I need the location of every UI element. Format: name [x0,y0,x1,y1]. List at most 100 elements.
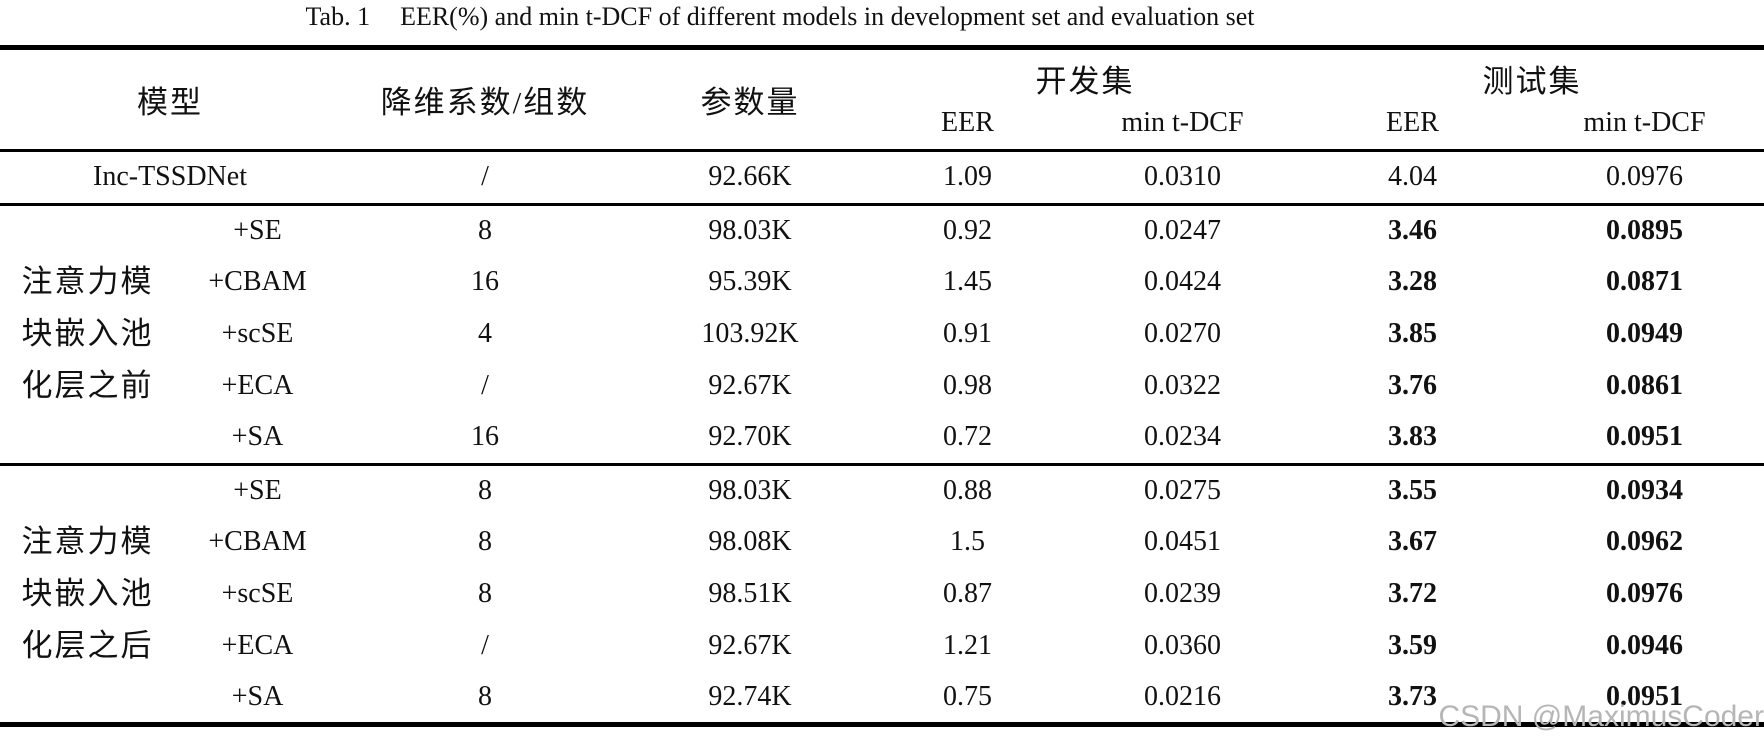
test-min-tdcf-cell: 0.0861 [1606,370,1683,401]
test-eer-cell: 3.55 [1300,462,1525,516]
dev-min-tdcf-cell: 0.0310 [1065,150,1300,206]
params-cell: 98.51K [708,578,792,609]
attention-model-cell: +ECA [221,630,294,661]
test-eer-cell: 3.67 [1388,526,1437,557]
test-min-tdcf-cell: 0.0871 [1606,266,1683,297]
table-row: +scSE 4 103.92K 0.91 0.0270 3.85 0.0949 [0,308,1764,360]
params-cell: 98.03K [630,462,870,516]
results-table: 模型 降维系数/组数 参数量 开发集 测试集 EER [0,45,1764,727]
dev-min-tdcf-cell: 0.0424 [1144,266,1221,297]
dev-min-tdcf-cell: 0.0247 [1065,202,1300,256]
params-cell: 92.67K [708,370,792,401]
table-row: +CBAM 16 95.39K 1.45 0.0424 3.28 0.0871 [0,256,1764,308]
group-label-cell: 注意力模 块嵌入池 化层之前 [0,202,175,464]
test-min-tdcf-cell: 0.0976 [1606,578,1683,609]
test-min-tdcf-cell: 0.0895 [1525,202,1764,256]
reduction-cell: 16 [471,421,499,453]
dev-min-tdcf-cell: 0.0451 [1144,526,1221,557]
test-eer-cell: 3.72 [1388,578,1437,609]
attention-model-cell: +CBAM [208,266,307,297]
reduction-cell: 8 [340,202,630,256]
test-min-tdcf-header: min t-DCF [1525,98,1764,152]
params-cell: 92.66K [630,150,870,206]
table-row: +ECA / 92.67K 0.98 0.0322 3.76 0.0861 [0,360,1764,412]
test-eer-cell: 3.76 [1388,370,1437,401]
test-min-tdcf-cell: 0.0949 [1606,318,1683,349]
dev-min-tdcf-cell: 0.0275 [1065,462,1300,516]
test-eer-cell: 4.04 [1300,150,1525,206]
test-eer-cell: 3.73 [1388,680,1437,712]
attention-model-cell: +SA [231,421,284,453]
header-group-row: 模型 降维系数/组数 参数量 开发集 测试集 [0,47,1764,152]
table-caption: Tab. 1 EER(%) and min t-DCF of different … [0,2,1560,32]
table-row: Inc-TSSDNet/92.66K 1.09 0.0310 4.04 0.0976 [0,150,1764,206]
dev-eer-cell: 0.87 [943,578,992,609]
table-row: +SA 16 92.70K 0.72 0.0234 3.83 0.0951 [0,412,1764,464]
attention-model-cell: +CBAM [208,526,307,557]
params-cell: 103.92K [701,318,799,349]
table-row: 注意力模 块嵌入池 化层之前 +SE 8 98.03K 0.92 0.0247 3.46 0.08… [0,202,1764,464]
table-row: +ECA / 92.67K 1.21 0.0360 3.59 0.0946 [0,620,1764,672]
dev-eer-header: EER [870,98,1065,152]
test-min-tdcf-cell: 0.0934 [1525,462,1764,516]
dev-min-tdcf-cell: 0.0360 [1144,630,1221,661]
params-cell: 95.39K [708,266,792,297]
group-label-line: 块嵌入池 [21,316,154,351]
dev-set-group-header: 开发集 [870,48,1300,99]
table-row: +SA 8 92.74K 0.75 0.0216 3.73 0.0951 [0,672,1764,724]
params-cell: 92.67K [708,630,792,661]
group-label-line: 化层之前 [21,368,154,403]
dev-min-tdcf-cell: 0.0216 [1144,680,1221,712]
reduction-cell: 8 [478,578,492,609]
reduction-cell: 4 [478,318,492,349]
reduction-column-header: 降维系数/组数 [340,47,630,152]
dev-eer-cell: 0.92 [870,202,1065,256]
test-eer-header: EER [1300,98,1525,152]
table-row: +scSE 8 98.51K 0.87 0.0239 3.72 0.0976 [0,568,1764,620]
table-row: 注意力模 块嵌入池 化层之后 +SE 8 98.03K 0.88 0.0275 3.55 0.09… [0,462,1764,724]
reduction-cell: / [340,150,630,206]
group-label-cell: 注意力模 块嵌入池 化层之后 [0,462,175,724]
table-caption-text: EER(%) and min t-DCF of different models… [400,2,1255,31]
params-cell: 98.08K [708,526,792,557]
table-body: Inc-TSSDNet/92.66K 1.09 0.0310 4.04 0.0976 注意… [0,150,1764,724]
attention-model-cell: +scSE [221,318,294,349]
test-eer-cell: 3.59 [1388,630,1437,661]
dev-eer-cell: 0.91 [943,318,992,349]
dev-set-label: 开发集 [1035,64,1135,99]
test-set-label: 测试集 [1482,64,1582,99]
table-header: 模型 降维系数/组数 参数量 开发集 测试集 EER [0,47,1764,152]
reduction-cell: 8 [478,680,492,712]
test-min-tdcf-cell: 0.0962 [1606,526,1683,557]
reduction-cell: / [481,370,489,401]
reduction-cell: 8 [340,462,630,516]
attention-model-cell: +SA [231,680,284,712]
reduction-cell: / [481,630,489,661]
dev-min-tdcf-cell: 0.0234 [1144,421,1221,453]
dev-min-tdcf-cell: 0.0270 [1144,318,1221,349]
test-eer-cell: 3.46 [1300,202,1525,256]
test-eer-cell: 3.83 [1388,421,1437,453]
params-cell: 92.70K [708,421,792,453]
test-set-group-header: 测试集 [1300,48,1764,99]
dev-eer-cell: 0.72 [943,421,992,453]
dev-min-tdcf-cell: 0.0322 [1144,370,1221,401]
model-cell: Inc-TSSDNet [0,150,340,206]
test-eer-cell: 3.28 [1388,266,1437,297]
params-cell: 98.03K [630,202,870,256]
dev-eer-cell: 0.98 [943,370,992,401]
dev-min-tdcf-header: min t-DCF [1065,98,1300,152]
group-label-line: 化层之后 [21,627,154,663]
reduction-cell: 8 [478,526,492,557]
dev-eer-cell: 1.09 [870,150,1065,206]
test-min-tdcf-cell: 0.0976 [1525,150,1764,206]
test-min-tdcf-cell: 0.0951 [1606,421,1683,453]
reduction-cell: 16 [471,266,499,297]
model-column-header: 模型 [0,47,340,152]
dev-eer-cell: 0.88 [870,462,1065,516]
test-min-tdcf-cell: 0.0951 [1606,680,1683,712]
group-label-line: 块嵌入池 [21,575,154,611]
header-metric-row: EER min t-DCF EER min t-DCF [0,98,1764,152]
dev-eer-cell: 1.45 [943,266,992,297]
